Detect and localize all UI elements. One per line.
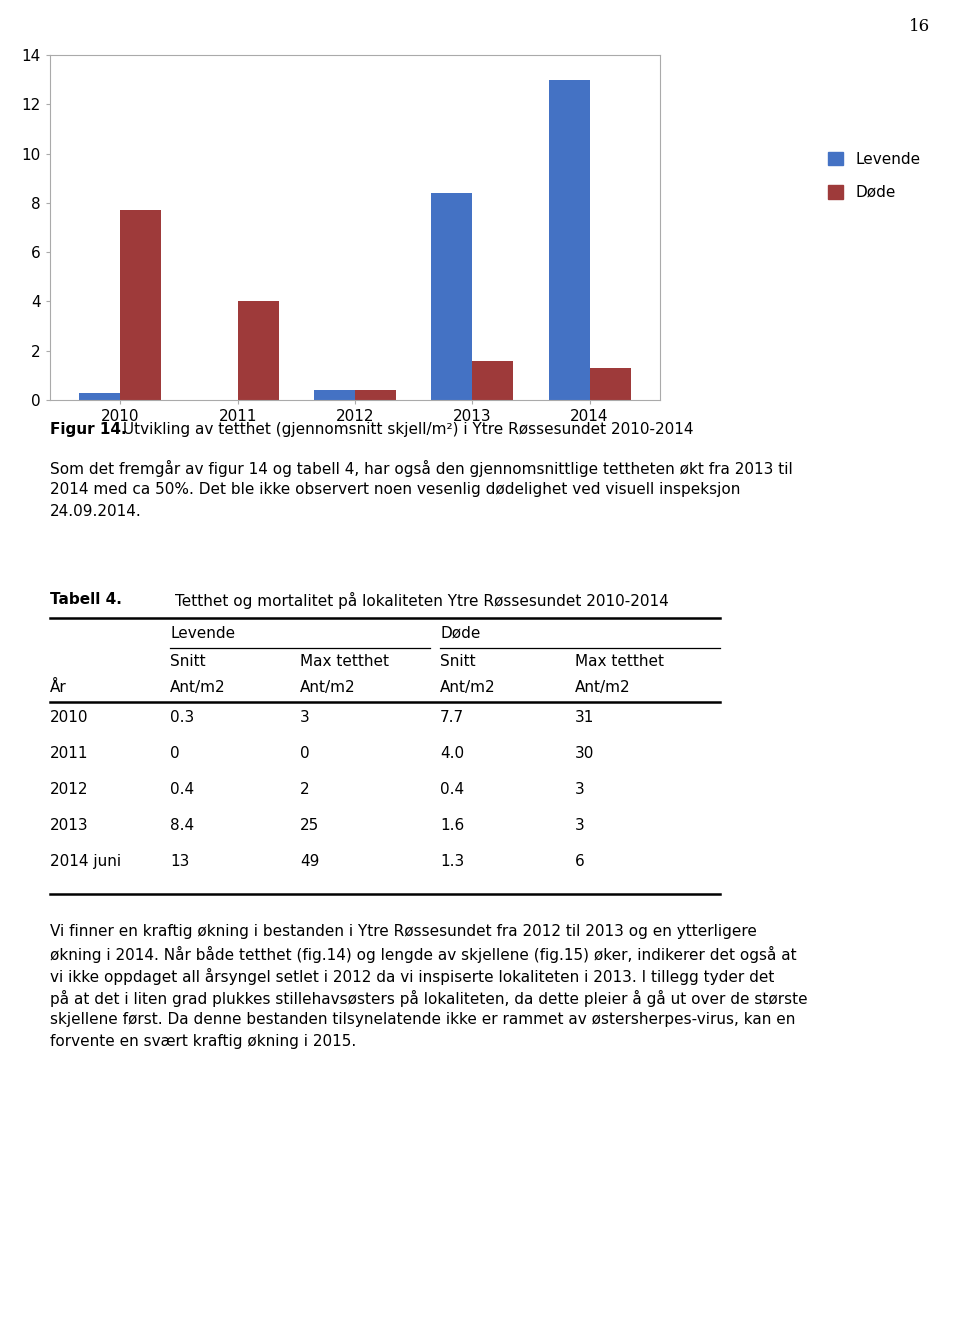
Text: 6: 6 <box>575 854 585 869</box>
Text: 2011: 2011 <box>50 746 88 761</box>
Text: 30: 30 <box>575 746 594 761</box>
Text: 0: 0 <box>170 746 180 761</box>
Text: 3: 3 <box>575 782 585 797</box>
Bar <box>548 80 589 400</box>
Text: økning i 2014. Når både tetthet (fig.14) og lengde av skjellene (fig.15) øker, i: økning i 2014. Når både tetthet (fig.14)… <box>50 946 797 962</box>
Text: Ant/m2: Ant/m2 <box>170 680 226 694</box>
Text: Tabell 4.: Tabell 4. <box>50 592 122 607</box>
Text: År: År <box>50 680 67 694</box>
Text: 1.6: 1.6 <box>440 818 465 833</box>
Text: Vi finner en kraftig økning i bestanden i Ytre Røssesundet fra 2012 til 2013 og : Vi finner en kraftig økning i bestanden … <box>50 924 756 938</box>
Text: 2010: 2010 <box>50 710 88 725</box>
Bar <box>355 391 396 400</box>
Text: Ant/m2: Ant/m2 <box>300 680 355 694</box>
Text: 2: 2 <box>300 782 310 797</box>
Text: 7.7: 7.7 <box>440 710 464 725</box>
Text: 31: 31 <box>575 710 594 725</box>
Bar <box>314 391 355 400</box>
Text: 2014 med ca 50%. Det ble ikke observert noen vesenlig dødelighet ved visuell ins: 2014 med ca 50%. Det ble ikke observert … <box>50 483 740 497</box>
Text: 4.0: 4.0 <box>440 746 464 761</box>
Text: 16: 16 <box>909 19 930 35</box>
Legend: Levende, Døde: Levende, Døde <box>822 145 926 207</box>
Text: forvente en svært kraftig økning i 2015.: forvente en svært kraftig økning i 2015. <box>50 1034 356 1049</box>
Text: Utvikling av tetthet (gjennomsnitt skjell/m²) i Ytre Røssesundet 2010-2014: Utvikling av tetthet (gjennomsnitt skjel… <box>118 423 693 437</box>
Bar <box>472 360 514 400</box>
Text: på at det i liten grad plukkes stillehavsøsters på lokaliteten, da dette pleier : på at det i liten grad plukkes stillehav… <box>50 990 807 1006</box>
Text: 25: 25 <box>300 818 320 833</box>
Text: 0.4: 0.4 <box>170 782 194 797</box>
Text: 49: 49 <box>300 854 320 869</box>
Text: Ant/m2: Ant/m2 <box>440 680 495 694</box>
Text: Figur 14.: Figur 14. <box>50 423 127 437</box>
Text: Snitt: Snitt <box>170 655 205 669</box>
Text: 3: 3 <box>575 818 585 833</box>
Text: 24.09.2014.: 24.09.2014. <box>50 504 142 519</box>
Text: 3: 3 <box>300 710 310 725</box>
Text: Levende: Levende <box>170 627 235 641</box>
Text: 2014 juni: 2014 juni <box>50 854 121 869</box>
Text: Snitt: Snitt <box>440 655 475 669</box>
Text: 0.3: 0.3 <box>170 710 194 725</box>
Text: 8.4: 8.4 <box>170 818 194 833</box>
Bar <box>589 368 631 400</box>
Text: 0: 0 <box>300 746 310 761</box>
Text: Døde: Døde <box>440 627 480 641</box>
Bar <box>120 211 161 400</box>
Text: Ant/m2: Ant/m2 <box>575 680 631 694</box>
Text: Max tetthet: Max tetthet <box>300 655 389 669</box>
Text: skjellene først. Da denne bestanden tilsynelatende ikke er rammet av østersherpe: skjellene først. Da denne bestanden tils… <box>50 1012 796 1026</box>
Text: Max tetthet: Max tetthet <box>575 655 664 669</box>
Bar <box>80 393 120 400</box>
Text: vi ikke oppdaget all årsyngel setlet i 2012 da vi inspiserte lokaliteten i 2013.: vi ikke oppdaget all årsyngel setlet i 2… <box>50 968 775 985</box>
Text: 2012: 2012 <box>50 782 88 797</box>
Text: Tetthet og mortalitet på lokaliteten Ytre Røssesundet 2010-2014: Tetthet og mortalitet på lokaliteten Ytr… <box>175 592 669 609</box>
Text: 0.4: 0.4 <box>440 782 464 797</box>
Text: Som det fremgår av figur 14 og tabell 4, har også den gjennomsnittlige tettheten: Som det fremgår av figur 14 og tabell 4,… <box>50 460 793 477</box>
Text: 1.3: 1.3 <box>440 854 465 869</box>
Bar <box>431 193 472 400</box>
Text: 13: 13 <box>170 854 189 869</box>
Text: 2013: 2013 <box>50 818 88 833</box>
Bar <box>238 301 278 400</box>
